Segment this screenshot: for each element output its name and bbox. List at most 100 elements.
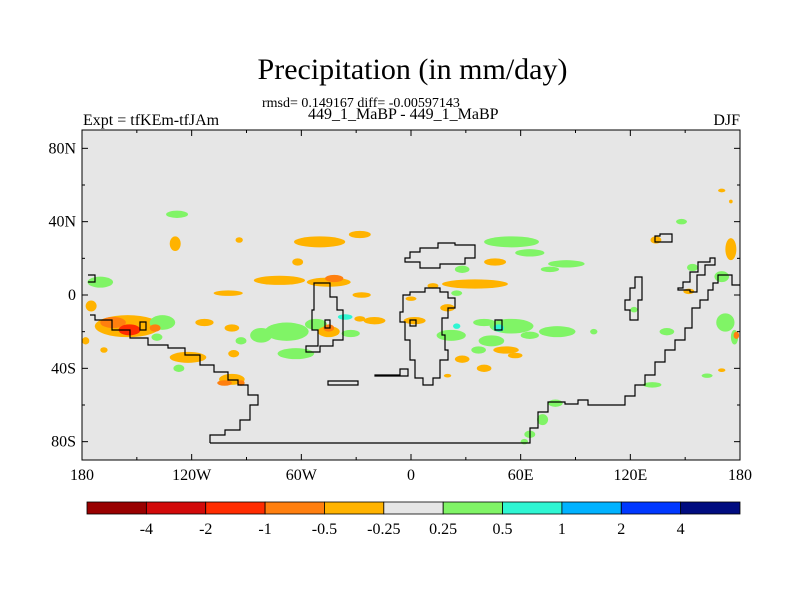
anomaly-patch: [548, 260, 585, 268]
colorbar-label: -0.25: [367, 521, 400, 538]
anomaly-patch: [515, 249, 545, 257]
anomaly-patch: [540, 266, 560, 273]
anomaly-patch: [169, 351, 207, 363]
anomaly-patch: [166, 210, 189, 218]
season-label: DJF: [713, 112, 740, 129]
anomaly-patch: [436, 329, 466, 341]
anomaly-patch: [264, 322, 309, 341]
anomaly-patch: [304, 318, 327, 330]
anomaly-patch: [228, 350, 240, 358]
colorbar-box: [502, 501, 563, 515]
colorbar-label: -4: [140, 521, 153, 538]
anomaly-patch: [548, 399, 563, 407]
anomaly-patch: [630, 306, 638, 313]
anomaly-patch: [643, 382, 662, 388]
anomaly-patch: [82, 337, 90, 345]
anomaly-patch: [484, 236, 539, 248]
coastline-south-america: [305, 282, 344, 353]
colorbar-box: [442, 501, 503, 515]
colorbar-label: 0.5: [493, 521, 513, 538]
colorbar-label: 4: [677, 521, 685, 538]
anomaly-patch: [151, 333, 163, 341]
anomaly-patch: [224, 324, 240, 332]
coastline-africa: [399, 287, 456, 386]
y-tick-label: 40S: [51, 360, 76, 377]
anomaly-patch: [403, 317, 426, 325]
anomaly-patch: [718, 368, 726, 372]
anomaly-patch: [733, 331, 740, 340]
x-tick-label: 180: [728, 467, 752, 484]
anomaly-patch: [235, 237, 243, 243]
anomaly-patch: [451, 290, 463, 296]
y-tick-label: 80S: [51, 434, 76, 451]
stats-line: rmsd= 0.149167 diff= -0.00597143: [262, 96, 460, 111]
colorbar-box: [86, 501, 147, 515]
colorbar: -4 -2 -1 -0.5 -0.25 0.25 0.5 1 2 4: [86, 501, 741, 538]
anomaly-patch: [507, 352, 523, 359]
colorbar-box: [561, 501, 622, 515]
anomaly-patch: [213, 290, 243, 296]
x-tick-label: 120E: [613, 467, 647, 484]
anomaly-patch: [277, 348, 315, 360]
anomaly-patch: [716, 313, 735, 332]
colorbar-label: -0.5: [312, 521, 337, 538]
colorbar-box: [145, 501, 207, 515]
anomaly-patch: [538, 326, 576, 338]
anomaly-patch: [405, 296, 417, 301]
experiment-label: Expt = tfKEm-tfJAm: [83, 112, 220, 129]
anomaly-patch: [686, 263, 698, 272]
anomaly-patch: [442, 279, 508, 289]
anomaly-patch: [676, 218, 687, 225]
anomaly-patch: [348, 230, 371, 239]
anomaly-patch: [659, 328, 675, 336]
x-tick-label: 180: [70, 467, 94, 484]
anomaly-patch: [173, 364, 185, 373]
y-tick-label: 0: [68, 287, 76, 304]
anomaly-patch: [325, 274, 344, 283]
plot-background: [82, 130, 740, 460]
colorbar-label: 1: [558, 521, 566, 538]
chart-subtitle: 449_1_MaBP - 449_1_MaBP: [308, 106, 499, 123]
anomaly-patch: [87, 276, 114, 288]
anomaly-patch: [453, 323, 461, 329]
colorbar-box: [383, 501, 444, 515]
y-tick-label: 80N: [48, 140, 76, 157]
anomaly-layer: [82, 188, 740, 445]
anomaly-patch: [484, 258, 507, 266]
axis-tick-labels: 180 120W 60W 0 60E 120E 180 80N 40N 0 40S 80S: [48, 140, 752, 484]
colorbar-box: [620, 501, 682, 515]
anomaly-patch: [443, 373, 452, 378]
anomaly-patch: [471, 346, 486, 354]
coastline-antarctica: [90, 274, 740, 444]
colorbar-label: 2: [617, 521, 625, 538]
anomaly-patch: [253, 275, 305, 285]
anomaly-patch: [235, 337, 247, 345]
coastline-islands: [139, 319, 503, 386]
anomaly-patch: [237, 380, 245, 386]
chart-title: Precipitation (in mm/day): [257, 53, 568, 86]
anomaly-patch: [454, 355, 470, 363]
anomaly-patch: [427, 283, 439, 289]
anomaly-patch: [714, 271, 730, 283]
y-tick-label: 40N: [48, 214, 76, 231]
anomaly-patch: [590, 328, 598, 335]
anomaly-patch: [85, 300, 97, 312]
anomaly-patch: [292, 258, 304, 266]
coastline-asia-east: [624, 257, 716, 321]
anomaly-patch: [729, 199, 733, 204]
colorbar-label: 0.25: [429, 521, 457, 538]
x-tick-label: 60W: [286, 467, 318, 484]
anomaly-patch: [354, 316, 366, 322]
x-tick-label: 0: [407, 467, 415, 484]
anomaly-patch: [195, 318, 214, 327]
anomaly-patch: [478, 335, 505, 347]
anomaly-patch: [520, 331, 539, 340]
coastline-layer: [88, 233, 740, 444]
anomaly-patch: [537, 414, 549, 426]
anomaly-patch: [294, 236, 346, 248]
anomaly-patch: [149, 324, 161, 332]
colorbar-label: -2: [199, 521, 212, 538]
colorbar-label: -1: [258, 521, 271, 538]
anomaly-patch: [169, 236, 181, 252]
